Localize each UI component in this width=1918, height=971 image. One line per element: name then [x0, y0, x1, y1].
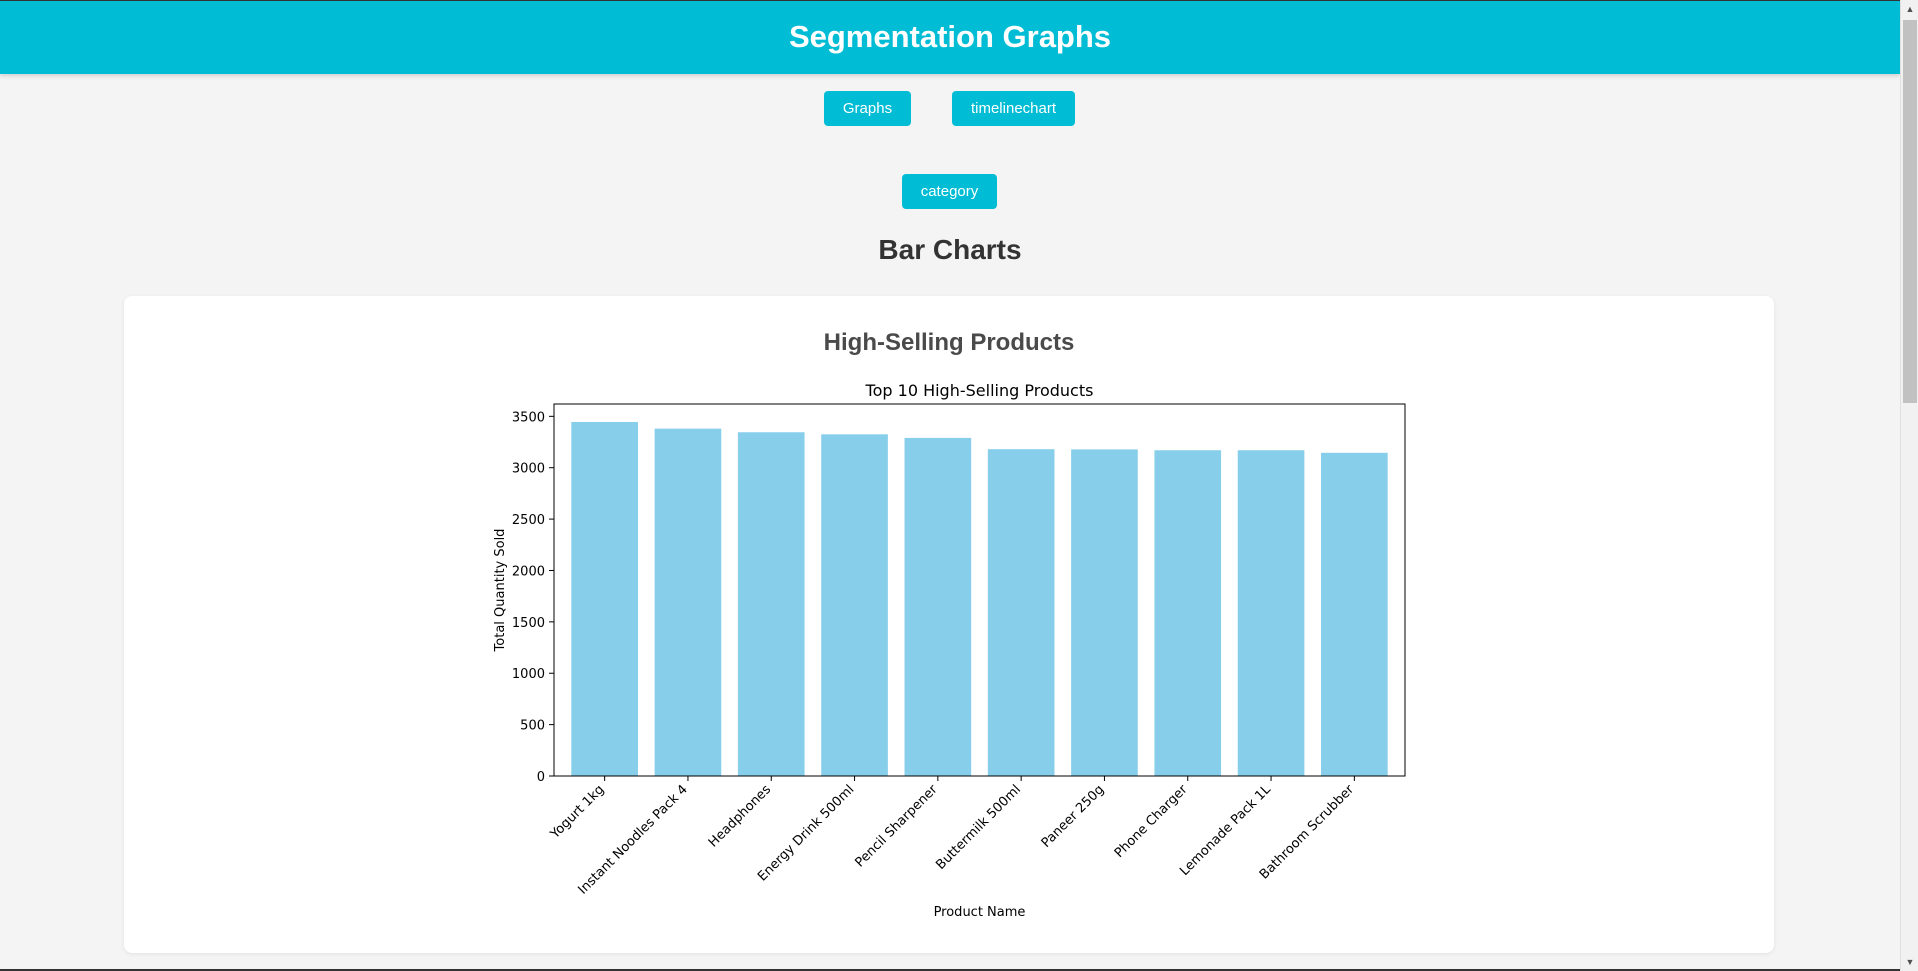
category-button[interactable]: category	[902, 174, 997, 209]
y-tick-label: 1500	[512, 616, 545, 631]
bar	[737, 432, 805, 776]
x-tick-label: Energy Drink 500ml	[755, 782, 857, 884]
x-tick-label: Pencil Sharpener	[852, 782, 941, 871]
x-tick-label: Yogurt 1kg	[547, 782, 607, 842]
plot-frame	[553, 403, 1406, 777]
bar	[1154, 450, 1222, 776]
x-tick-label: Buttermilk 500ml	[933, 782, 1024, 873]
section-title: Bar Charts	[878, 234, 1022, 265]
graphs-button[interactable]: Graphs	[824, 91, 911, 126]
card-title: High-Selling Products	[823, 329, 1075, 356]
y-tick-label: 3500	[512, 410, 545, 425]
y-tick-label: 3000	[512, 462, 545, 477]
page-title: Segmentation Graphs	[788, 19, 1112, 54]
x-tick-label: Paneer 250g	[1039, 782, 1108, 851]
window-bottom-edge	[0, 969, 1900, 971]
bar	[571, 421, 638, 776]
x-tick-label: Lemonade Pack 1L	[1177, 782, 1274, 879]
y-tick-label: 500	[520, 719, 545, 734]
timelinechart-button[interactable]: timelinechart	[952, 91, 1075, 126]
app-header: Segmentation Graphs	[0, 0, 1900, 74]
x-axis-label: Product Name	[934, 905, 1026, 920]
y-tick-label: 2500	[512, 513, 545, 528]
x-tick-label: Bathroom Scrubber	[1257, 782, 1358, 883]
y-tick-label: 1000	[512, 667, 545, 682]
bar	[1071, 449, 1138, 776]
x-tick-label: Headphones	[706, 782, 774, 850]
scroll-thumb[interactable]	[1903, 20, 1917, 403]
bar	[821, 434, 888, 776]
scroll-down-icon[interactable]: ▼	[1905, 957, 1915, 967]
bar	[654, 428, 722, 776]
y-tick-label: 2000	[512, 564, 545, 579]
bar	[904, 437, 972, 776]
y-tick-label: 0	[537, 770, 545, 785]
chart-title: Top 10 High-Selling Products	[865, 381, 1094, 400]
vertical-scrollbar[interactable]: ▲ ▼	[1900, 0, 1918, 971]
chart-card: High-Selling Products Top 10 High-Sellin…	[124, 296, 1774, 953]
x-tick-label: Phone Charger	[1112, 782, 1191, 861]
bar	[1237, 450, 1305, 776]
y-axis-label: Total Quantity Sold	[493, 529, 508, 653]
bar	[987, 449, 1055, 776]
bar	[1321, 452, 1388, 776]
scroll-up-icon[interactable]: ▲	[1905, 4, 1915, 14]
